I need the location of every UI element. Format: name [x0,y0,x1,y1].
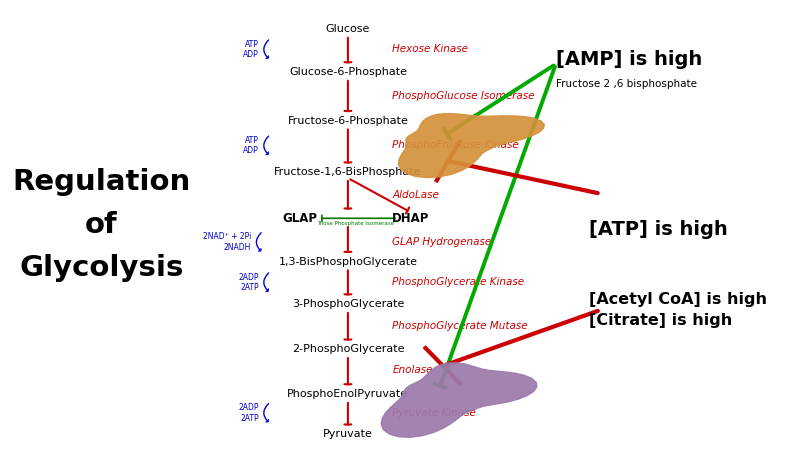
Text: 2NAD⁺ + 2Pi
2NADH: 2NAD⁺ + 2Pi 2NADH [203,232,251,252]
Text: PhosphoGlycerate Kinase: PhosphoGlycerate Kinase [393,277,525,287]
Text: Hexose Kinase: Hexose Kinase [393,44,469,54]
Text: AldoLase: AldoLase [393,189,439,200]
Text: GLAP Hydrogenase: GLAP Hydrogenase [393,237,492,247]
Text: PhosphoGlucose Isomerase: PhosphoGlucose Isomerase [393,91,535,101]
Text: Triose Phosphate Isomerase: Triose Phosphate Isomerase [317,220,394,225]
Text: [Acetyl CoA] is high
[Citrate] is high: [Acetyl CoA] is high [Citrate] is high [590,292,767,328]
Text: Fructose-6-Phosphate: Fructose-6-Phosphate [287,116,408,126]
Polygon shape [398,113,544,178]
Text: PhosphoEnolPyruvate: PhosphoEnolPyruvate [287,389,409,399]
Text: 3-PhosphoGlycerate: 3-PhosphoGlycerate [292,299,404,309]
Polygon shape [381,363,537,437]
Text: 1,3-BisPhosphoGlycerate: 1,3-BisPhosphoGlycerate [278,256,418,267]
Text: ATP
ADP: ATP ADP [243,136,258,155]
Text: ATP
ADP: ATP ADP [243,40,258,59]
Text: PhosphoGlycerate Mutase: PhosphoGlycerate Mutase [393,321,528,331]
Text: 2ADP
2ATP: 2ADP 2ATP [238,403,258,423]
Text: 2ADP
2ATP: 2ADP 2ATP [238,273,258,292]
Text: Regulation
of
Glycolysis: Regulation of Glycolysis [12,167,190,283]
Text: [ATP] is high: [ATP] is high [590,220,728,239]
Text: PhosphoFructose Kinase: PhosphoFructose Kinase [393,140,519,150]
Text: Glucose: Glucose [326,24,370,34]
Text: Fructose 2 ,6 bisphosphate: Fructose 2 ,6 bisphosphate [556,79,697,89]
Text: [AMP] is high: [AMP] is high [556,50,702,69]
Text: Glucose-6-Phosphate: Glucose-6-Phosphate [289,67,407,77]
Text: DHAP: DHAP [392,212,430,225]
Text: GLAP: GLAP [282,212,317,225]
Text: Fructose-1,6-BisPhosphate: Fructose-1,6-BisPhosphate [274,167,422,177]
Text: Pyruvate Kinase: Pyruvate Kinase [393,408,476,418]
Text: Enolase: Enolase [393,365,433,375]
Text: 2-PhosphoGlycerate: 2-PhosphoGlycerate [292,344,404,354]
Text: Pyruvate: Pyruvate [323,429,373,439]
